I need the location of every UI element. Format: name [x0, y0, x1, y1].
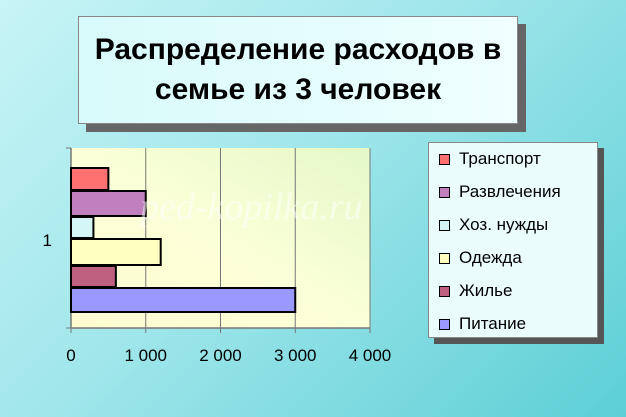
legend-swatch: [439, 219, 450, 231]
x-tick-label: 1 000: [124, 346, 167, 365]
legend-label: Питание: [459, 314, 527, 333]
x-tick-label: 2 000: [199, 346, 242, 365]
bar-1: [70, 167, 110, 191]
bar-4: [70, 238, 162, 266]
legend-swatch: [439, 318, 450, 330]
watermark: ped-kopilka.ru: [140, 186, 363, 228]
bar-6: [70, 287, 297, 313]
legend-item: Питание: [439, 314, 526, 334]
legend-swatch: [439, 153, 450, 165]
legend-label: Жилье: [459, 281, 513, 300]
legend-swatch: [439, 285, 450, 297]
category-label: 1: [43, 231, 52, 250]
legend-label: Транспорт: [459, 149, 541, 168]
x-tick-label: 4 000: [349, 346, 392, 365]
legend-item: Жилье: [439, 281, 512, 301]
legend-label: Развлечения: [459, 182, 561, 201]
legend-item: Развлечения: [439, 182, 561, 202]
x-tick-label: 0: [66, 346, 75, 365]
bar-2: [70, 190, 147, 217]
legend-swatch: [439, 186, 450, 198]
legend-label: Одежда: [459, 248, 522, 267]
legend-item: Одежда: [439, 248, 522, 268]
x-tick-label: 3 000: [274, 346, 317, 365]
chart-title: Распределение расходов в семье из 3 чело…: [78, 16, 518, 124]
bar-3: [70, 216, 95, 239]
legend-item: Хоз. нужды: [439, 215, 548, 235]
bar-5: [70, 265, 117, 288]
legend-swatch: [439, 252, 450, 264]
legend-item: Транспорт: [439, 149, 541, 169]
legend-label: Хоз. нужды: [459, 215, 549, 234]
legend: Транспорт Развлечения Хоз. нужды Одежда Жиль…: [428, 142, 598, 338]
